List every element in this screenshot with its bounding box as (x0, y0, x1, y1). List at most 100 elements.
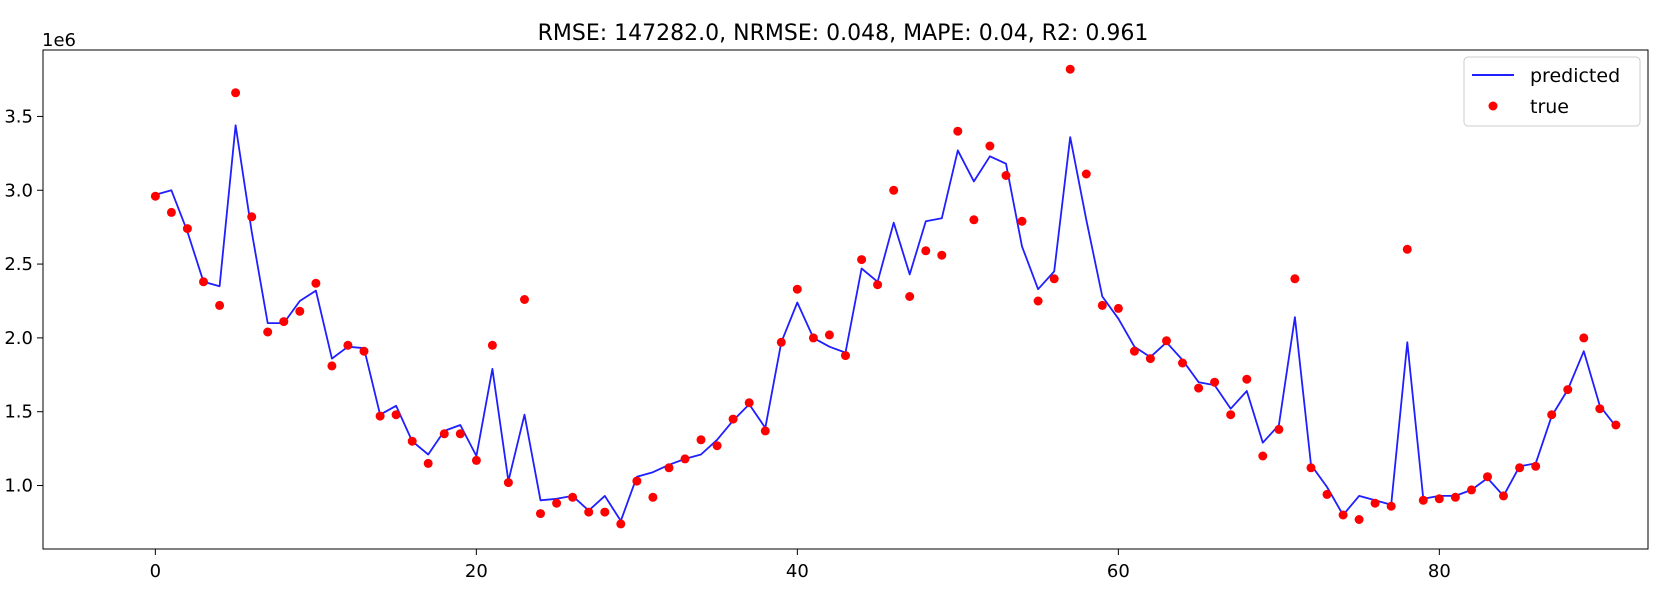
x-axis: 0 20 40 60 80 (150, 549, 1451, 582)
data-point-true (263, 327, 273, 337)
data-point-true (311, 278, 321, 288)
data-point-true (182, 224, 192, 234)
data-point-true (841, 351, 850, 361)
y-tick-label: 1.5 (4, 402, 33, 423)
data-point-true (1370, 498, 1380, 508)
data-point-true (375, 411, 385, 421)
data-point-true (921, 246, 931, 256)
data-point-true (343, 340, 353, 350)
data-point-true (937, 250, 947, 260)
data-point-true (536, 509, 545, 519)
data-point-true (808, 333, 818, 343)
data-point-true (696, 435, 706, 445)
data-point-true (584, 507, 594, 517)
data-point-true (1611, 420, 1621, 430)
data-point-true (1081, 169, 1091, 179)
data-point-true (1049, 274, 1059, 284)
plot-area (42, 49, 1649, 550)
data-point-true (776, 337, 786, 347)
data-point-true (1499, 491, 1508, 501)
data-point-true (1354, 515, 1364, 524)
data-point-true (199, 277, 208, 287)
data-point-true (857, 255, 867, 265)
data-point-true (1386, 501, 1396, 511)
data-point-true (616, 519, 626, 529)
data-point-true (1258, 451, 1268, 461)
data-point-true (712, 441, 722, 451)
data-point-true (1065, 64, 1075, 74)
data-point-true (455, 429, 465, 439)
data-point-true (423, 458, 433, 468)
data-point-true (327, 361, 337, 371)
data-point-true (1531, 461, 1541, 471)
data-point-true (1145, 354, 1155, 364)
data-point-true (1547, 410, 1557, 420)
data-point-true (1467, 485, 1476, 495)
data-point-true (953, 126, 963, 136)
y-tick-label: 2.0 (4, 328, 33, 349)
data-point-true (905, 292, 915, 301)
data-point-true (1595, 404, 1605, 414)
data-point-true (247, 212, 257, 222)
data-point-true (1418, 495, 1428, 505)
data-point-true (632, 476, 642, 486)
data-point-true (215, 300, 225, 310)
y-tick-label: 1.0 (4, 476, 33, 497)
data-point-true (439, 429, 449, 439)
x-tick-label: 0 (150, 561, 161, 582)
data-point-true (391, 410, 401, 420)
data-point-true (760, 426, 770, 436)
data-point-true (824, 330, 834, 340)
y-tick-label: 3.0 (4, 180, 33, 201)
data-point-true (1450, 492, 1460, 502)
data-point-true (1033, 296, 1043, 306)
data-point-true (1563, 385, 1573, 395)
data-point-true (568, 492, 578, 502)
data-point-true (1322, 489, 1332, 499)
data-point-true (1097, 300, 1107, 310)
data-point-true (359, 346, 369, 356)
data-point-true (1290, 274, 1300, 284)
data-point-true (1017, 216, 1027, 226)
data-point-true (873, 280, 883, 290)
data-point-true (407, 436, 417, 446)
data-point-true (552, 498, 562, 508)
x-tick-label: 60 (1107, 561, 1130, 582)
data-point-true (792, 284, 802, 294)
data-point-true (231, 88, 241, 98)
legend-swatch-true (1488, 101, 1498, 111)
data-point-true (648, 492, 658, 502)
x-tick-label: 40 (786, 561, 809, 582)
data-point-true (1434, 494, 1444, 504)
data-point-true (1129, 346, 1139, 356)
data-point-true (520, 295, 529, 304)
data-point-true (471, 455, 481, 465)
data-point-true (279, 317, 289, 327)
data-point-true (166, 207, 176, 217)
data-point-true (1226, 410, 1236, 420)
data-point-true (487, 340, 497, 350)
data-point-true (1483, 472, 1492, 482)
x-tick-label: 20 (465, 561, 488, 582)
data-point-true (889, 185, 899, 195)
data-point-true (969, 215, 979, 225)
legend-label-predicted: predicted (1530, 65, 1620, 87)
data-point-true (295, 306, 305, 316)
data-point-true (1178, 358, 1187, 368)
y-axis: 1.0 1.5 2.0 2.5 3.0 3.5 (4, 106, 43, 497)
data-point-true (150, 191, 160, 201)
chart-title: RMSE: 147282.0, NRMSE: 0.048, MAPE: 0.04… (538, 21, 1149, 46)
data-point-true (1306, 463, 1316, 473)
series-layer (150, 64, 1621, 529)
data-point-true (664, 463, 674, 473)
x-tick-label: 80 (1428, 561, 1451, 582)
y-tick-label: 2.5 (4, 254, 33, 275)
data-point-true (744, 398, 754, 408)
data-point-true (600, 507, 610, 517)
legend-label-true: true (1530, 96, 1569, 118)
data-point-true (1113, 303, 1123, 313)
data-point-true (985, 141, 995, 151)
data-point-true (680, 454, 690, 464)
data-point-true (1274, 424, 1284, 434)
